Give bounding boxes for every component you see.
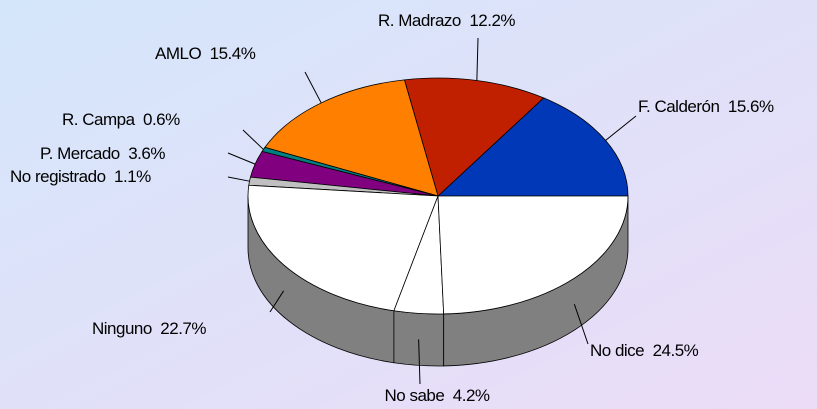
leader-line: [304, 71, 322, 104]
leader-line: [227, 176, 250, 182]
pie-slice: [247, 184, 439, 312]
slice-label: R. Campa 0.6%: [62, 110, 180, 129]
pie-slice: [436, 97, 629, 197]
slice-name: No sabe: [384, 386, 444, 405]
leader-line: [242, 129, 264, 150]
slice-value: 15.6%: [728, 97, 774, 116]
pie-slice: [264, 79, 439, 197]
slice-name: R. Madrazo: [378, 11, 461, 30]
slice-value: 22.7%: [160, 319, 206, 338]
slice-label: P. Mercado 3.6%: [40, 144, 165, 163]
leader-line: [418, 339, 421, 385]
slice-name: AMLO: [155, 44, 201, 63]
slice-label: No dice 24.5%: [590, 341, 699, 360]
slice-label: No sabe 4.2%: [384, 386, 489, 405]
slice-value: 4.2%: [453, 386, 490, 405]
slice-name: R. Campa: [62, 110, 136, 129]
slice-value: 24.5%: [653, 341, 699, 360]
slice-name: P. Mercado: [40, 144, 120, 163]
slice-value: 12.2%: [469, 11, 515, 30]
slice-label: R. Madrazo 12.2%: [378, 11, 515, 30]
leader-line: [227, 152, 256, 165]
leader-line: [573, 304, 589, 345]
leader-line: [269, 290, 285, 313]
pie-slice: [437, 195, 629, 315]
slice-label: No registrado 1.1%: [10, 167, 151, 186]
slice-name: No dice: [590, 341, 644, 360]
slice-label: F. Calderón 15.6%: [638, 97, 774, 116]
slice-value: 1.1%: [114, 167, 151, 186]
slice-name: F. Calderón: [638, 97, 719, 116]
slice-value: 3.6%: [128, 144, 165, 163]
leader-line: [476, 37, 479, 81]
slice-value: 15.4%: [210, 44, 256, 63]
slice-value: 0.6%: [143, 110, 180, 129]
pie-slice: [403, 77, 545, 197]
slice-name: No registrado: [10, 167, 106, 186]
slice-label: Ninguno 22.7%: [92, 319, 206, 338]
leader-line: [605, 115, 637, 141]
slice-label: AMLO 15.4%: [155, 44, 256, 63]
slice-name: Ninguno: [92, 319, 152, 338]
